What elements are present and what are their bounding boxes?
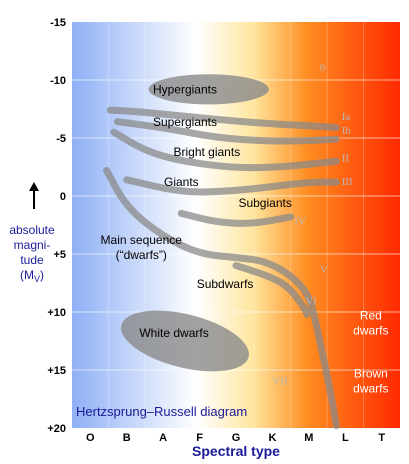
luminosity-class-label: Ib [342,125,352,137]
luminosity-class-label: 0 [320,62,326,74]
main-sequence-dwarfs-band [103,166,340,430]
x-tick-label: G [232,432,241,444]
luminosity-class-label: III [342,176,353,188]
subgiants-label: Subgiants [238,196,291,210]
region-labels: Hypergiants Supergiants Bright giants Giant… [101,82,389,395]
chart-title: Hertzsprung–Russell diagram [76,404,247,419]
x-tick-label: A [159,432,167,444]
subgiants-band [177,209,295,227]
supergiants-band [106,106,340,132]
regions [103,74,340,430]
subdwarfs-label: Subdwarfs [197,277,254,291]
x-axis-label: Spectral type [192,443,280,459]
y-tick-label: +20 [47,423,66,435]
class-i-band-band [114,118,340,145]
y-axis-arrow [29,182,39,209]
luminosity-class-label: Ia [342,111,351,123]
y-tick-label: -15 [50,17,66,29]
giants-band [123,176,340,196]
red-dwarfs-label: Red dwarfs [353,308,388,337]
svg-text:magni-: magni- [14,238,51,252]
luminosity-class-label: VI [305,295,317,307]
supergiants-label: Supergiants [153,115,217,129]
luminosity-class-label: V [320,264,328,276]
white-dwarfs-label: White dwarfs [139,326,208,340]
y-tick-label: +15 [47,365,66,377]
x-tick-label: T [378,432,385,444]
y-tick-label: +10 [47,307,66,319]
svg-text:(MV): (MV) [20,268,44,284]
x-tick-label: L [342,432,349,444]
hypergiants-label: Hypergiants [153,82,217,96]
y-axis-label: absolute magni- tude (MV) [9,223,55,284]
x-tick-label: F [196,432,203,444]
y-tick-label: 0 [60,191,66,203]
main-sequence-dwarfs-label: Main sequence (“dwarfs”) [101,233,183,262]
y-tick-label: +5 [53,249,66,261]
y-tick-labels: -15 -10 -5 0 +5 +10 +15 +20 [47,17,66,435]
x-tick-label: K [268,432,276,444]
brown-dwarfs-label: Brown dwarfs [353,366,388,395]
luminosity-class-label: II [342,153,350,165]
bright-giants-band [110,128,340,172]
x-tick-label: M [304,432,313,444]
luminosity-class-label: VII [272,375,288,387]
luminosity-class-label: IV [294,215,306,227]
svg-text:absolute: absolute [9,223,55,237]
x-tick-label: O [86,432,95,444]
hypergiants-region [148,74,269,105]
x-tick-label: B [123,432,131,444]
bright-giants-label: Bright giants [173,145,240,159]
y-tick-label: -5 [56,133,66,145]
giants-label: Giants [164,175,199,189]
subdwarfs-band [232,262,311,318]
white-dwarfs-region [120,310,249,372]
svg-text:tude: tude [20,253,44,267]
y-tick-label: -10 [50,75,66,87]
